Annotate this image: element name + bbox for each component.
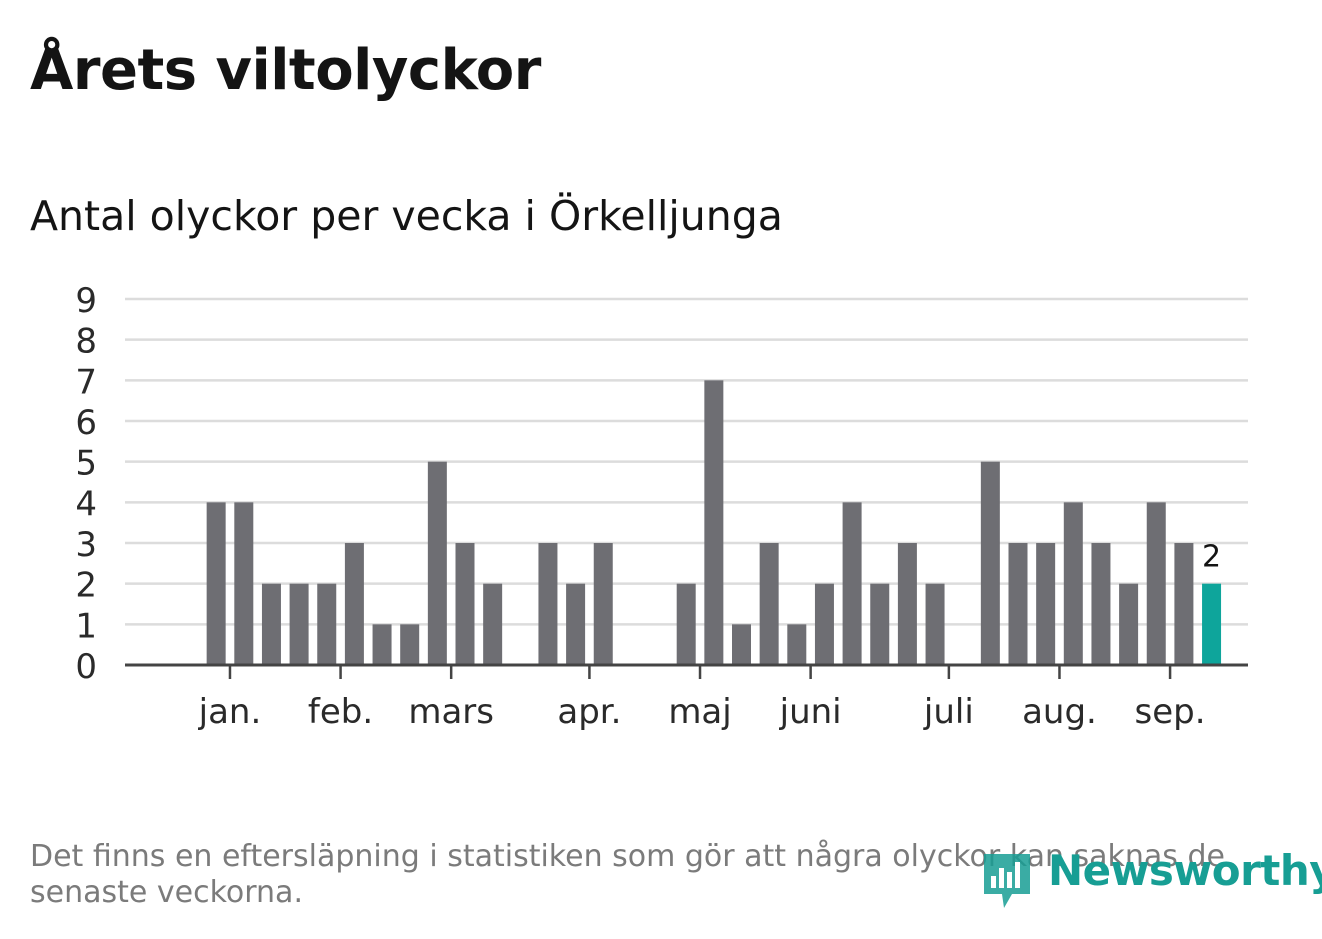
bar <box>1091 543 1111 665</box>
y-tick-label: 7 <box>75 362 97 402</box>
bar <box>676 583 696 665</box>
bar <box>897 543 917 665</box>
bar <box>261 583 281 665</box>
chart-subtitle: Antal olyckor per vecka i Örkelljunga <box>30 192 783 240</box>
x-tick-label: sep. <box>1135 692 1206 732</box>
bar-highlight <box>1202 583 1222 665</box>
bar <box>1008 543 1028 665</box>
chart-title: Årets viltolyckor <box>30 38 541 103</box>
x-tick-label: feb. <box>308 692 373 732</box>
x-axis-ticks: jan. feb. mars apr. maj juni juli aug. sep. <box>198 665 1206 732</box>
bar-chart-speech-bubble-icon <box>984 854 1030 908</box>
grid-lines <box>125 297 1248 626</box>
bar <box>234 502 254 665</box>
y-tick-label: 0 <box>75 647 97 687</box>
bar <box>787 624 807 665</box>
bar <box>289 583 309 665</box>
bar <box>344 543 364 665</box>
bars: 2 <box>206 380 1222 665</box>
bar <box>427 461 447 665</box>
bar <box>1063 502 1083 665</box>
x-tick-label: aug. <box>1022 692 1097 732</box>
bar <box>732 624 751 665</box>
bar <box>1174 543 1194 665</box>
bar <box>814 583 834 665</box>
x-tick-label: maj <box>668 692 731 732</box>
data-label: 2 <box>1202 540 1221 575</box>
y-tick-label: 3 <box>75 525 97 565</box>
bar <box>206 502 226 665</box>
bar <box>1146 502 1166 665</box>
bar <box>593 543 613 665</box>
x-tick-label: mars <box>408 692 494 732</box>
x-tick-label: juni <box>779 692 842 732</box>
bar <box>925 583 945 665</box>
y-tick-label: 9 <box>75 281 97 321</box>
bar <box>538 543 558 665</box>
bar <box>1036 543 1056 665</box>
bar <box>870 583 890 665</box>
x-tick-label: jan. <box>198 692 262 732</box>
y-tick-label: 2 <box>75 566 97 606</box>
newsworthy-logo: Newsworthy <box>980 846 1322 912</box>
bar <box>566 583 586 665</box>
y-tick-label: 4 <box>75 484 97 524</box>
bar <box>455 543 475 665</box>
bar <box>1119 583 1139 665</box>
bar <box>483 583 503 665</box>
logo-text: Newsworthy <box>1048 846 1322 895</box>
y-tick-label: 5 <box>75 444 97 484</box>
y-tick-label: 6 <box>75 403 97 443</box>
y-tick-label: 8 <box>75 322 97 362</box>
bar <box>704 380 724 665</box>
bar <box>317 583 337 665</box>
x-tick-label: apr. <box>557 692 621 732</box>
x-tick-label: juli <box>923 692 974 732</box>
bar <box>759 543 779 665</box>
bar <box>980 461 1000 665</box>
bar <box>842 502 862 665</box>
y-tick-label: 1 <box>75 606 97 646</box>
bar <box>372 624 392 665</box>
bar <box>400 624 420 665</box>
